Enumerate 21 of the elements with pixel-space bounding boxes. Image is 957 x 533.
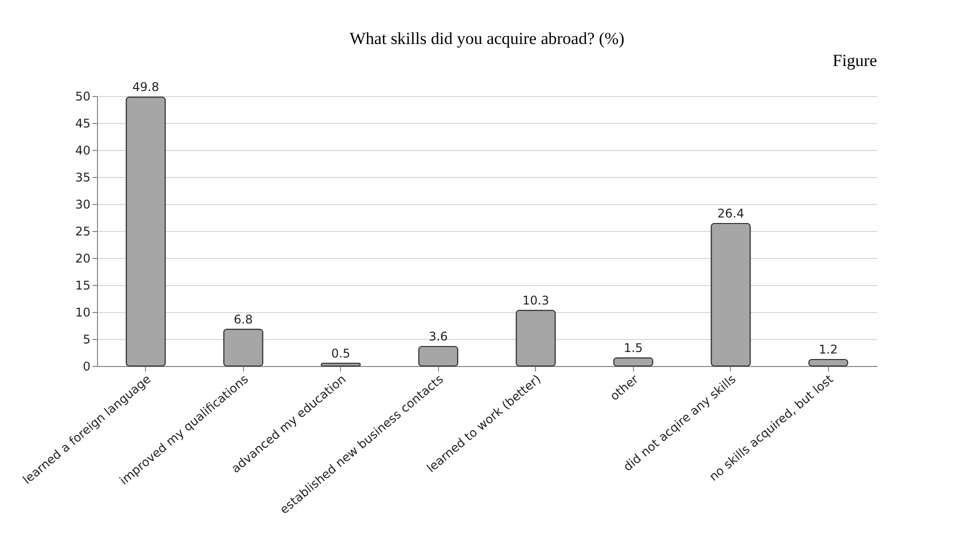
text: Figure <box>832 51 877 70</box>
y-tick-label: 10 <box>75 306 90 320</box>
data-label: 1.2 <box>818 342 838 357</box>
y-tick-label: 25 <box>75 224 90 238</box>
data-label: 26.4 <box>717 206 744 220</box>
y-tick-label: 40 <box>75 144 90 158</box>
y-tick-label: 0 <box>82 360 90 374</box>
y-tick-label: 30 <box>75 198 90 212</box>
y-tick-label: 45 <box>75 116 90 130</box>
chart-title: What skills did you acquire abroad? (%) <box>350 29 624 48</box>
data-label: 49.8 <box>132 80 160 94</box>
data-label: 6.8 <box>234 312 253 326</box>
data-label: 3.6 <box>428 330 448 344</box>
y-tick-label: 5 <box>82 332 90 346</box>
y-tick-label: 15 <box>75 278 90 292</box>
y-tick-label: 50 <box>75 90 90 104</box>
y-tick-label: 35 <box>75 170 90 184</box>
data-label: 10.3 <box>522 293 550 308</box>
data-label: 0.5 <box>331 346 350 360</box>
y-tick-label: 20 <box>75 252 90 266</box>
data-label: 1.5 <box>624 340 643 355</box>
